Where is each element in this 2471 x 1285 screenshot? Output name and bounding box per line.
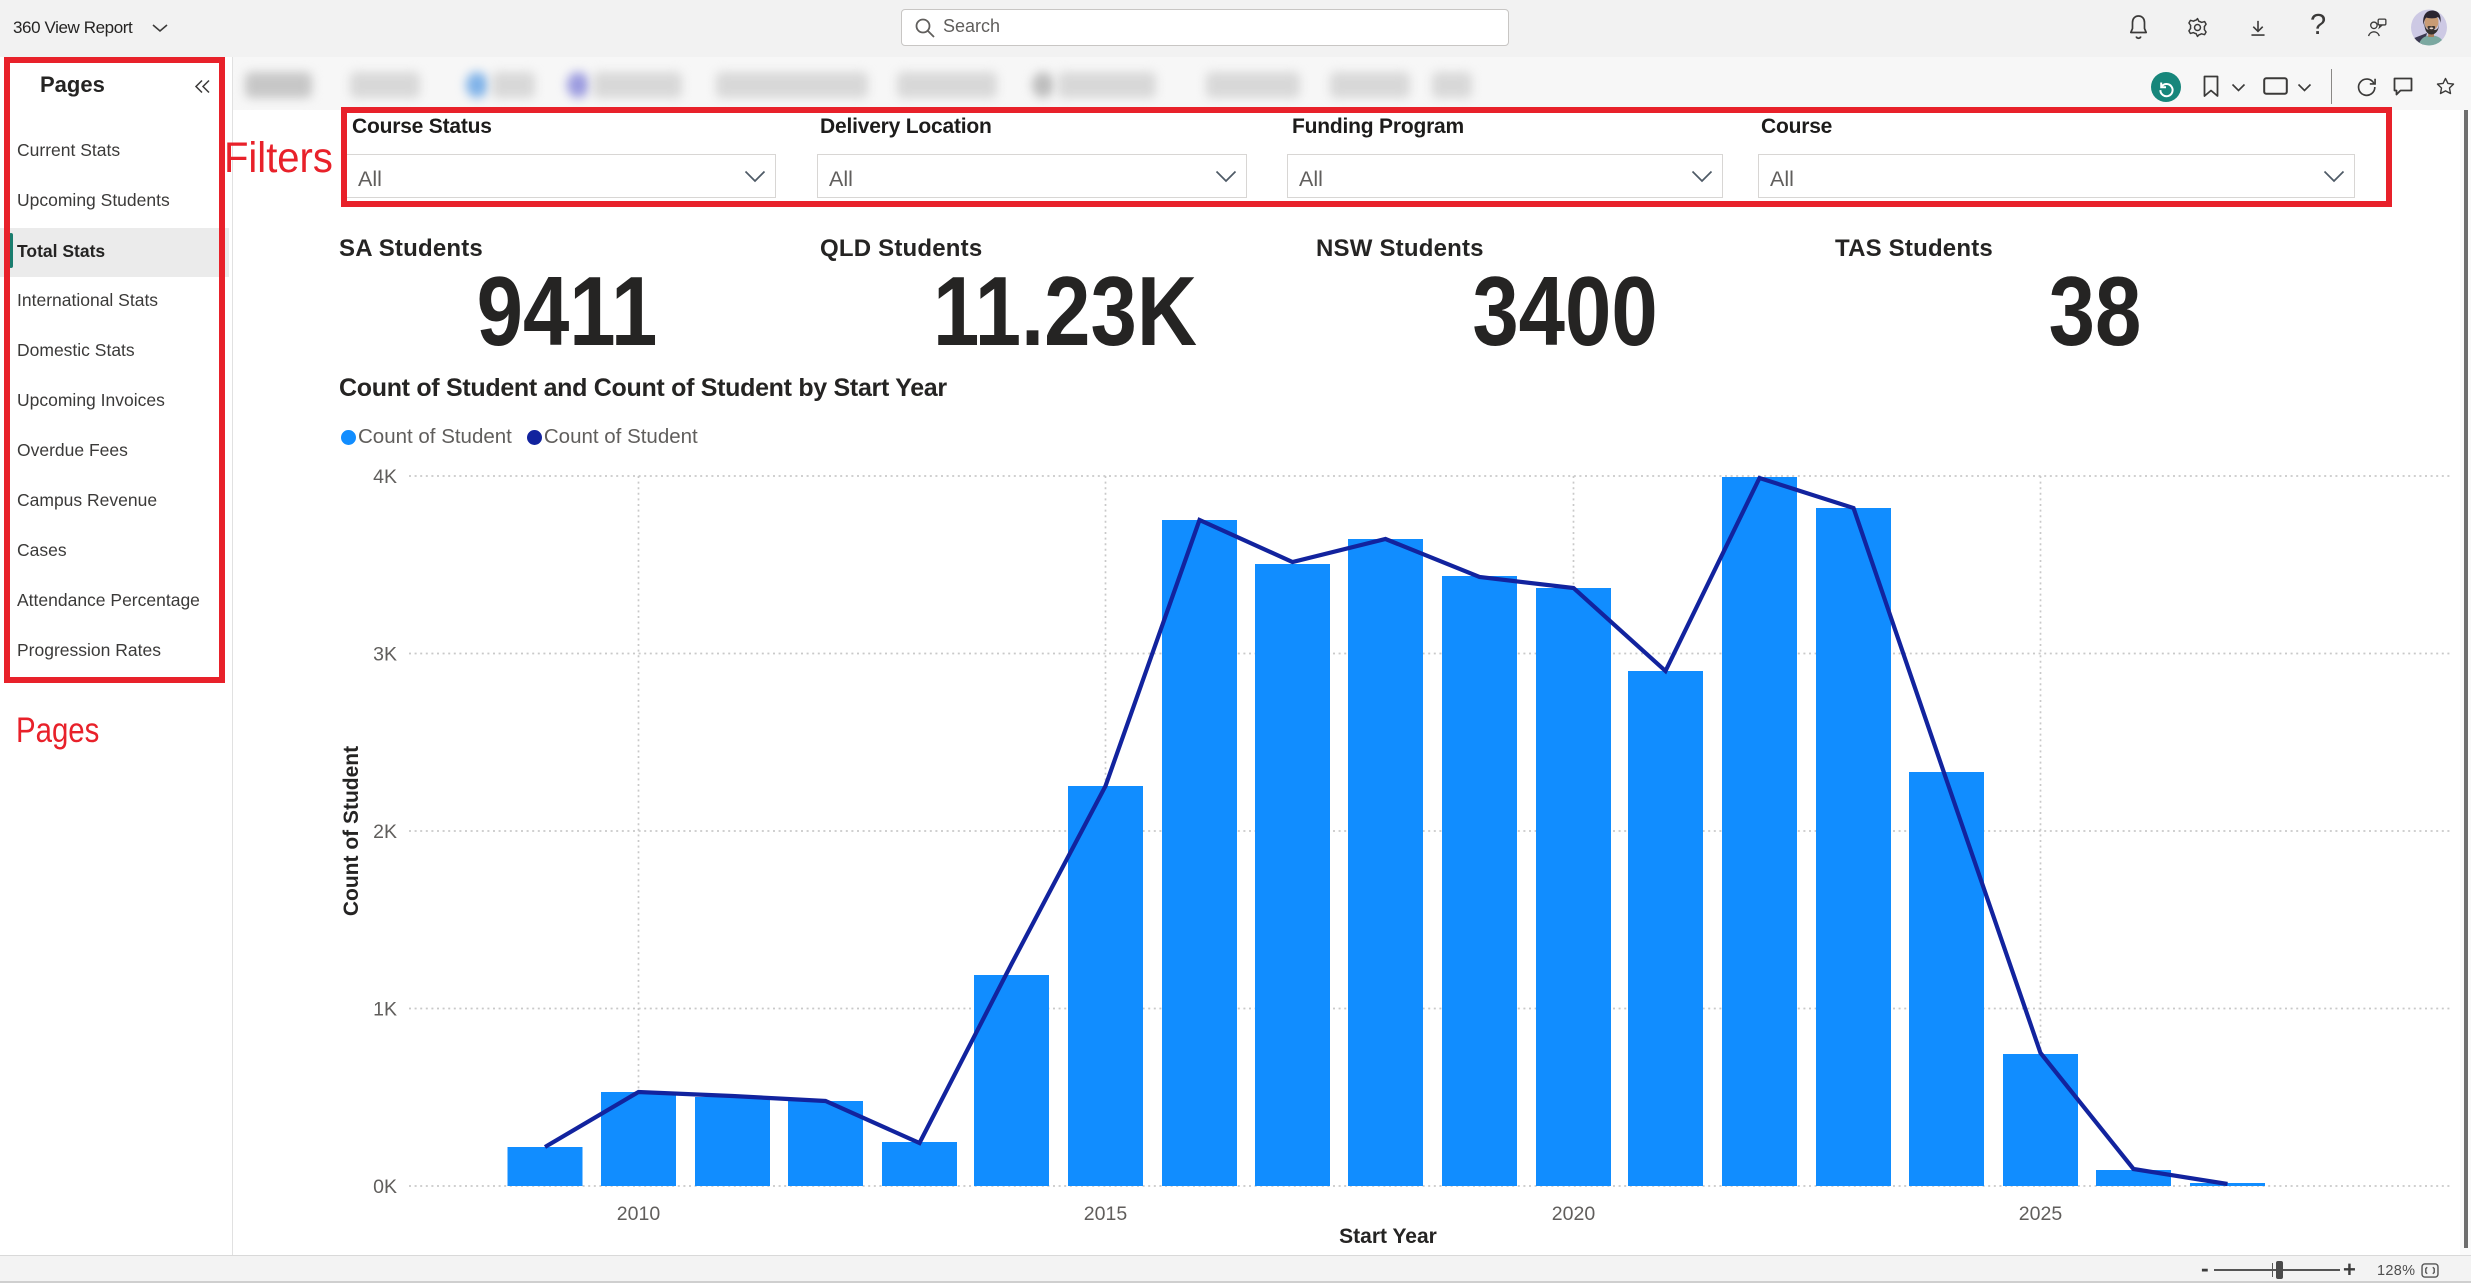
- svg-text:Start Year: Start Year: [1339, 1225, 1437, 1248]
- svg-text:2020: 2020: [1552, 1203, 1596, 1225]
- svg-text:4K: 4K: [373, 466, 397, 488]
- svg-text:2K: 2K: [373, 821, 397, 843]
- svg-text:0K: 0K: [373, 1176, 397, 1198]
- svg-text:1K: 1K: [373, 999, 397, 1021]
- svg-text:3K: 3K: [373, 644, 397, 666]
- svg-text:2010: 2010: [617, 1203, 661, 1225]
- svg-text:2015: 2015: [1084, 1203, 1128, 1225]
- svg-text:Count of Student: Count of Student: [340, 746, 363, 916]
- svg-text:2025: 2025: [2019, 1203, 2063, 1225]
